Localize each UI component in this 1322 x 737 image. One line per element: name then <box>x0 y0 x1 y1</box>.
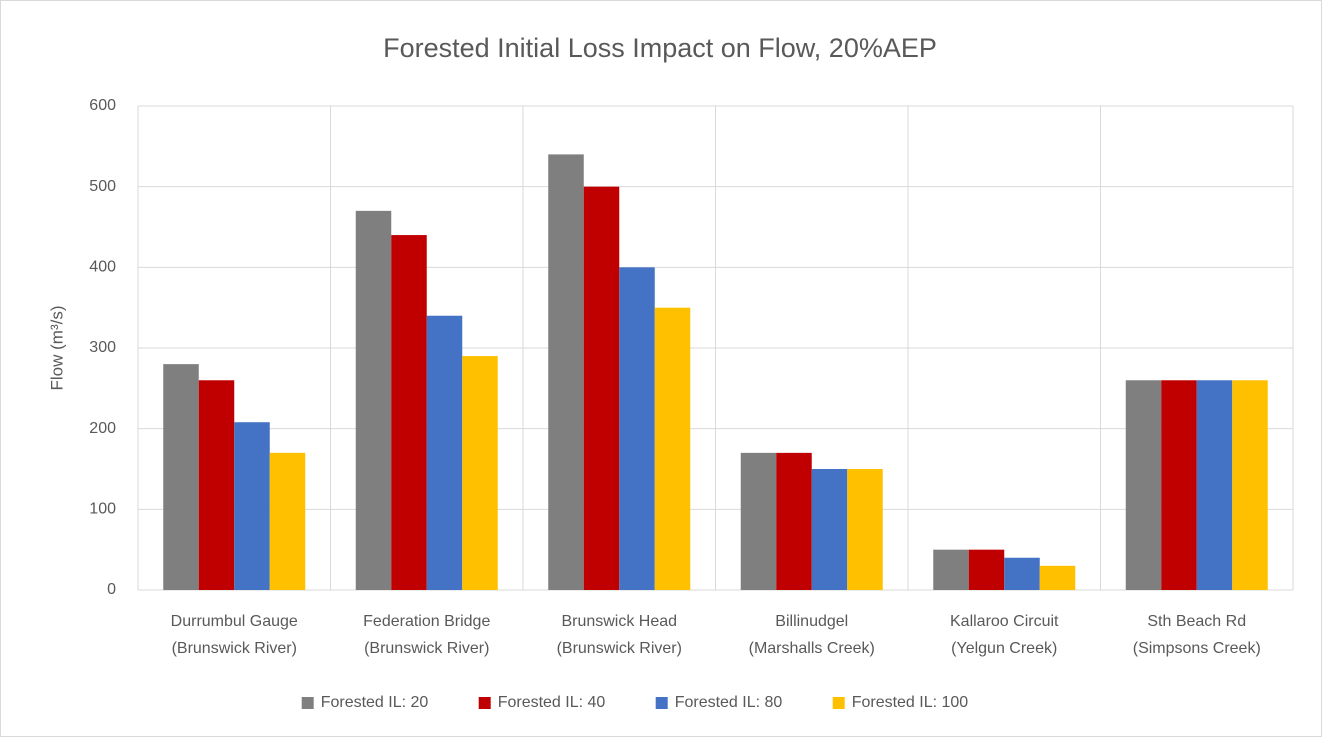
bar <box>269 452 306 590</box>
x-tick-label: (Brunswick River) <box>364 640 489 657</box>
x-tick-label: Federation Bridge <box>363 613 490 630</box>
bar <box>619 267 655 590</box>
bar <box>933 549 969 590</box>
y-axis-title: Flow (m³/s) <box>47 306 66 391</box>
x-tick-label: Sth Beach Rd <box>1147 613 1246 630</box>
bar <box>1125 380 1162 590</box>
legend-label: Forested IL: 20 <box>321 694 429 711</box>
bar <box>391 235 427 591</box>
x-tick-label: (Marshalls Creek) <box>749 640 875 657</box>
bar <box>1039 565 1076 590</box>
bar <box>1196 380 1233 590</box>
bar <box>198 380 235 590</box>
y-tick-label: 100 <box>89 501 116 518</box>
x-tick-label: (Brunswick River) <box>557 640 682 657</box>
x-tick-label: Brunswick Head <box>561 613 677 630</box>
x-tick-label: (Brunswick River) <box>172 640 297 657</box>
bar <box>355 210 392 590</box>
x-tick-label: (Yelgun Creek) <box>951 640 1057 657</box>
bar <box>1004 557 1040 590</box>
legend-label: Forested IL: 80 <box>675 694 783 711</box>
bar <box>548 154 584 590</box>
bar <box>234 422 270 590</box>
x-tick-label: Billinudgel <box>775 613 848 630</box>
bar <box>426 315 463 590</box>
bar <box>654 307 691 590</box>
legend-swatch <box>832 697 845 709</box>
legend-swatch <box>301 697 314 709</box>
bar <box>811 469 848 590</box>
y-tick-label: 600 <box>89 97 116 114</box>
x-tick-label: Durrumbul Gauge <box>171 613 298 630</box>
bar <box>776 452 812 590</box>
legend-label: Forested IL: 40 <box>498 694 606 711</box>
bar <box>1161 380 1197 590</box>
x-tick-label: Kallaroo Circuit <box>950 613 1059 630</box>
y-tick-label: 0 <box>107 581 116 598</box>
y-tick-label: 400 <box>89 259 116 276</box>
bar <box>583 186 620 590</box>
y-tick-label: 500 <box>89 178 116 195</box>
bar <box>163 364 199 590</box>
legend-swatch <box>478 697 491 709</box>
bar <box>968 549 1005 590</box>
bar <box>1232 380 1268 590</box>
y-tick-label: 300 <box>89 339 116 356</box>
y-tick-label: 200 <box>89 420 116 437</box>
bar <box>740 452 777 590</box>
bar <box>847 469 883 590</box>
legend-swatch <box>655 697 668 709</box>
bar <box>462 356 498 590</box>
legend-label: Forested IL: 100 <box>852 694 969 711</box>
chart-title: Forested Initial Loss Impact on Flow, 20… <box>383 33 937 63</box>
x-tick-label: (Simpsons Creek) <box>1133 640 1261 657</box>
